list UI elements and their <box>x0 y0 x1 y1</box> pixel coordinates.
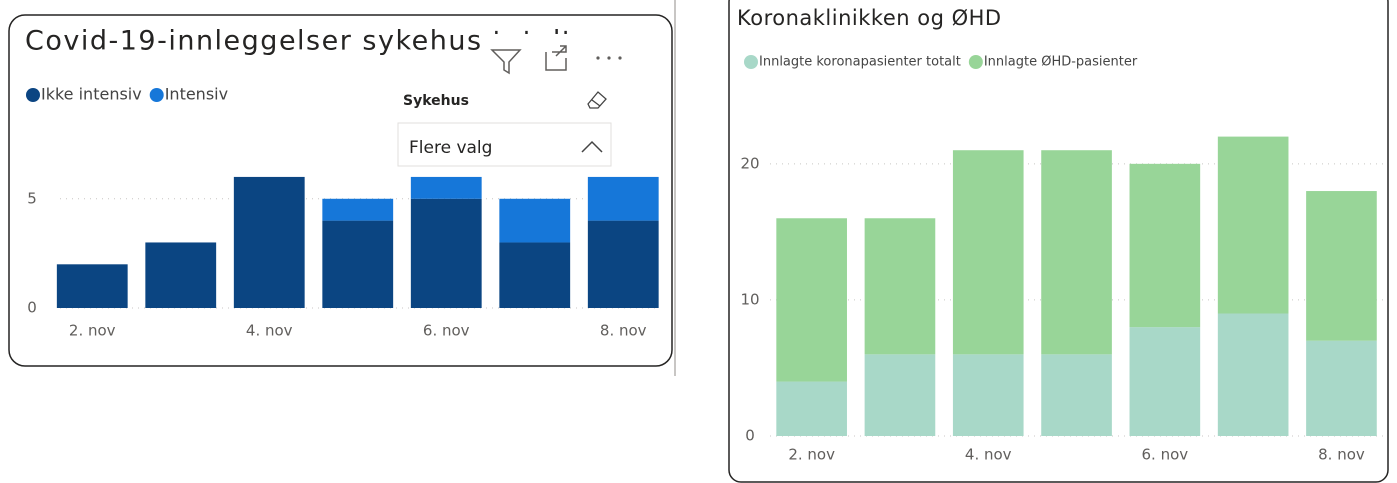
bar <box>322 198 394 221</box>
eraser-icon[interactable] <box>587 91 607 109</box>
bar <box>1217 313 1289 436</box>
legend-swatch <box>744 55 758 69</box>
legend-label: Ikke intensiv <box>41 85 142 104</box>
bar <box>1217 136 1289 314</box>
x-tick-label: 6. nov <box>1142 446 1189 464</box>
x-tick-label: 8. nov <box>1318 446 1365 464</box>
legend-swatch <box>26 88 40 102</box>
bar <box>587 176 659 221</box>
focus-icon[interactable] <box>545 45 567 71</box>
legend-swatch <box>149 88 164 102</box>
bar <box>499 242 571 308</box>
bar <box>587 220 659 308</box>
charts: Covid-19-innleggelser sykehus totalt Ikke… <box>25 6 1385 464</box>
bar <box>776 218 847 382</box>
more-icon[interactable] <box>596 56 622 60</box>
bar <box>864 218 936 355</box>
header-bg <box>486 34 632 78</box>
bar <box>322 220 394 308</box>
x-tick-label: 2. nov <box>69 322 116 340</box>
bar <box>56 264 128 308</box>
dropdown-value: Flere valg <box>409 138 492 158</box>
bar <box>1129 327 1201 436</box>
y-tick-label: 20 <box>740 154 759 172</box>
legend-swatch <box>968 55 983 69</box>
bar <box>233 176 305 308</box>
chart-title: Koronaklinikken og ØHD <box>737 6 1002 30</box>
bar <box>952 150 1024 355</box>
bar <box>1306 191 1377 341</box>
slicer-label: Sykehus <box>403 93 469 109</box>
bar <box>410 176 482 199</box>
bar <box>1306 340 1377 436</box>
x-tick-label: 6. nov <box>423 322 470 340</box>
legend-label: Innlagte ØHD-pasienter <box>984 55 1138 70</box>
bar <box>1041 354 1112 436</box>
slicer: Sykehus Flere valg <box>396 82 618 168</box>
bar <box>410 198 482 308</box>
bar <box>1129 163 1201 328</box>
bar <box>776 381 847 436</box>
y-tick-label: 5 <box>27 189 37 207</box>
x-tick-label: 4. nov <box>965 446 1012 464</box>
filter-icon[interactable] <box>490 49 522 75</box>
chart-title: Covid-19-innleggelser sykehus totalt <box>25 26 574 57</box>
legend-label: Intensiv <box>165 85 228 104</box>
legend-label: Innlagte koronapasienter totalt <box>759 55 961 70</box>
x-tick-label: 4. nov <box>246 322 293 340</box>
y-tick-label: 0 <box>27 299 37 317</box>
dropdown[interactable] <box>397 122 612 167</box>
x-tick-label: 8. nov <box>600 322 647 340</box>
bar <box>952 354 1024 436</box>
y-tick-label: 10 <box>740 290 759 308</box>
visual-header <box>486 34 632 78</box>
bar <box>499 198 571 243</box>
bar <box>864 354 936 436</box>
chevron[interactable] <box>581 140 603 153</box>
x-tick-label: 2. nov <box>788 446 835 464</box>
bar <box>145 242 217 308</box>
y-tick-label: 0 <box>745 427 755 445</box>
bar <box>1041 150 1112 355</box>
